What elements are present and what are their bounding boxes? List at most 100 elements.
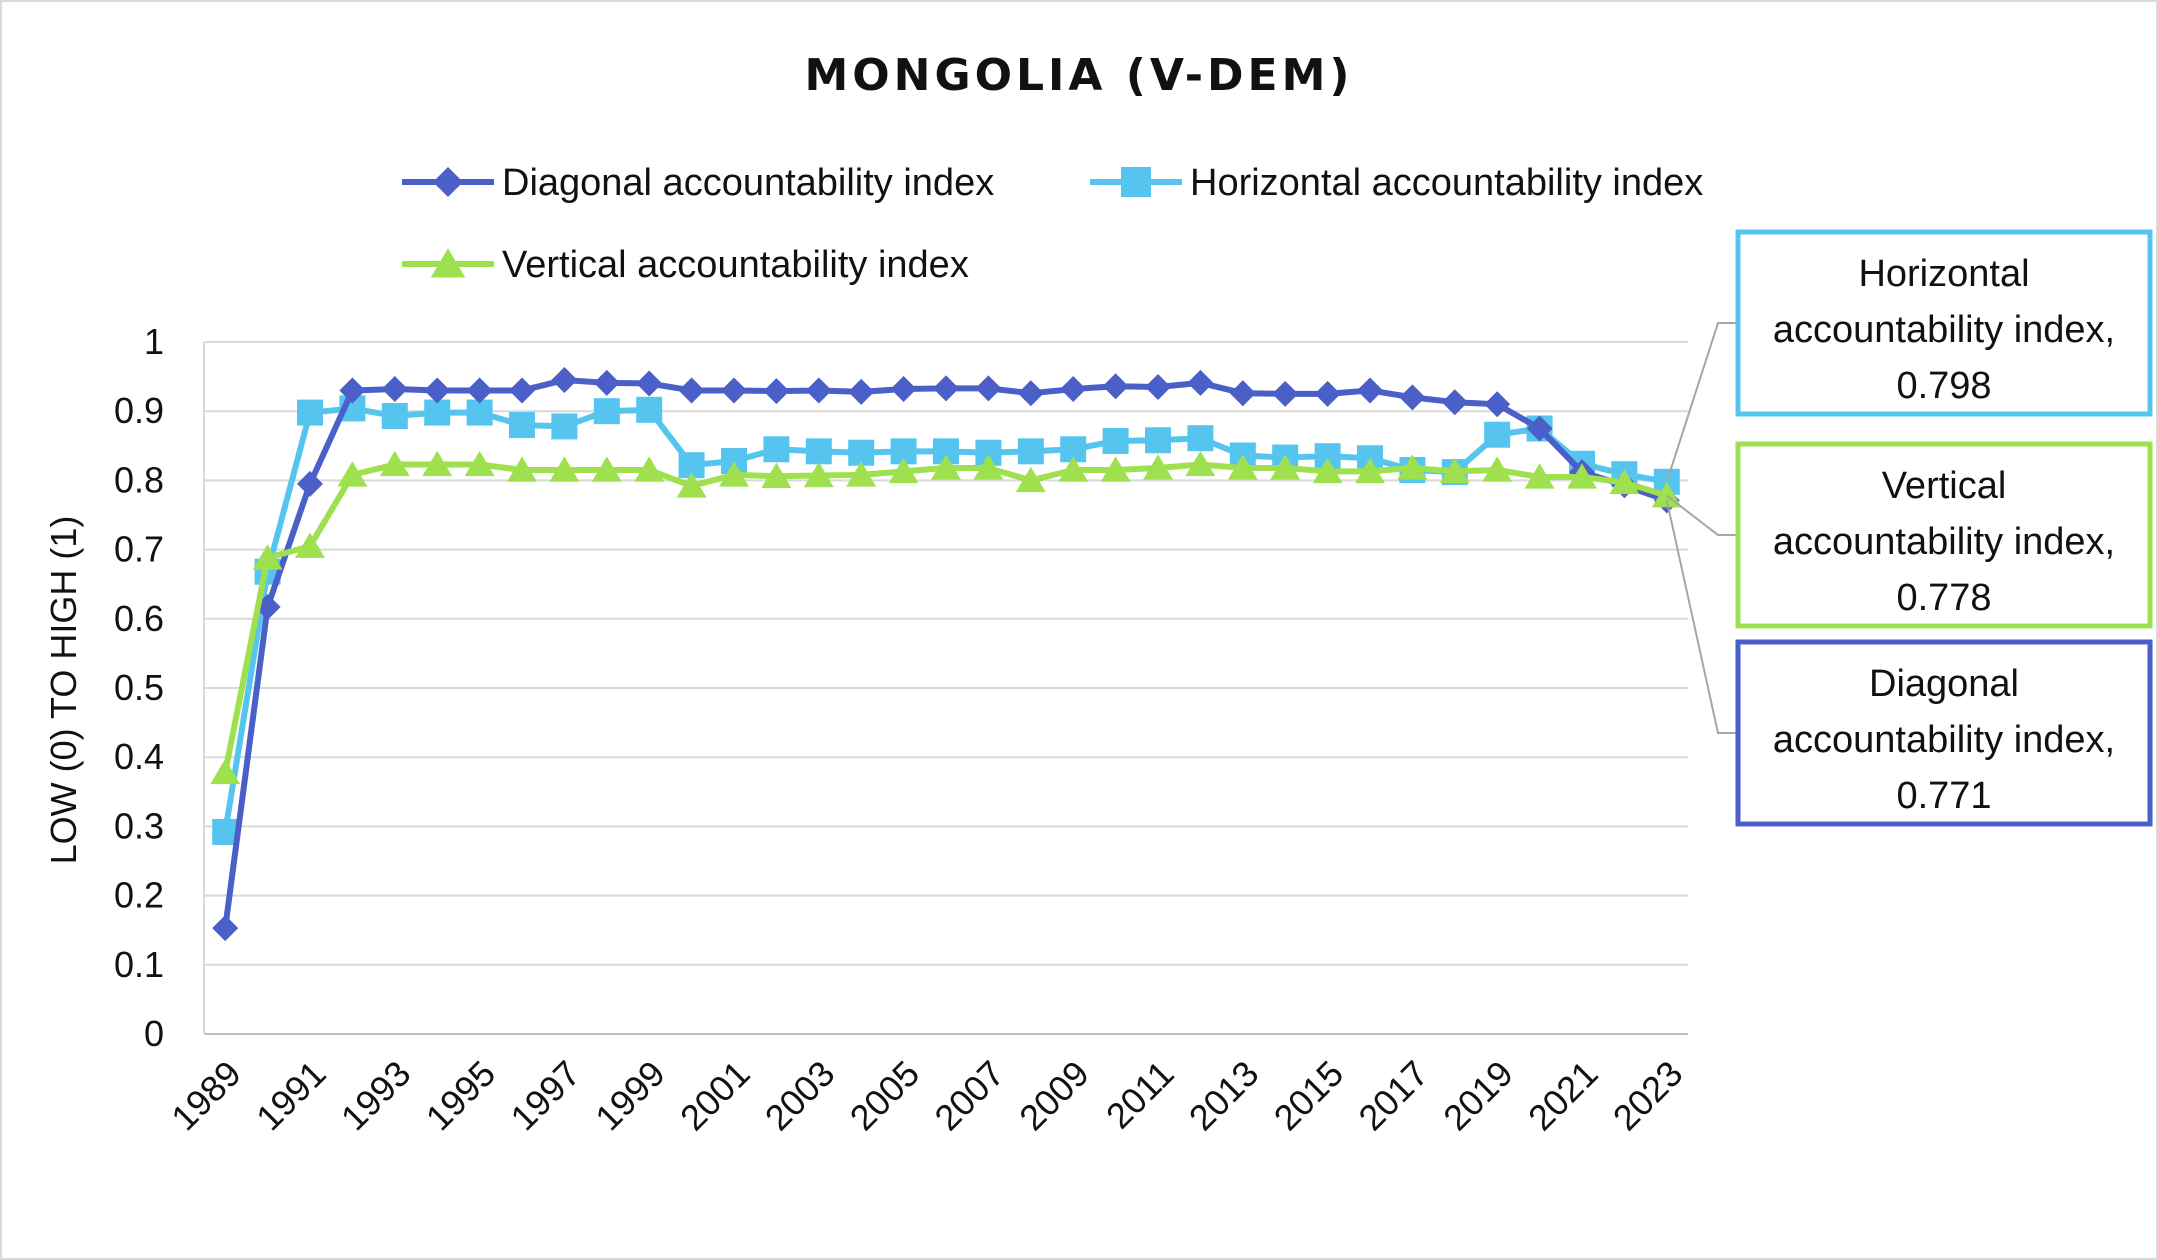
data-point: [1270, 454, 1301, 480]
callout-text: Horizontal: [1858, 253, 2029, 295]
callout-leader: [1665, 500, 1738, 734]
legend-marker: [1121, 167, 1151, 197]
callout-leader: [1666, 494, 1738, 536]
data-point: [721, 377, 747, 404]
callout-box: [1735, 441, 2153, 629]
legend-marker: [433, 167, 463, 197]
y-tick-label: 0.7: [114, 529, 164, 570]
data-point: [337, 461, 368, 487]
data-point: [379, 450, 410, 477]
data-point: [678, 377, 705, 404]
data-point: [1017, 438, 1044, 465]
callout-text: Diagonal: [1869, 663, 2019, 705]
data-point: [1439, 457, 1470, 484]
data-point: [1484, 421, 1511, 448]
data-point: [212, 915, 239, 942]
y-tick-label: 0.8: [114, 459, 164, 500]
legend-item: Vertical accountability index: [402, 244, 969, 286]
data-point: [422, 450, 453, 477]
legend: Diagonal accountability index Horizontal …: [402, 162, 1703, 286]
data-point: [636, 370, 663, 397]
callout: Vertical accountability index, 0.778: [1666, 441, 2153, 629]
data-point: [1145, 373, 1171, 400]
data-point: [975, 375, 1002, 402]
data-point: [1312, 457, 1343, 484]
data-point: [1187, 425, 1214, 452]
y-axis-label: LOW (0) TO HIGH (1): [43, 516, 84, 865]
y-tick-label: 1: [144, 321, 164, 362]
data-point: [1187, 369, 1214, 396]
data-point: [1229, 380, 1256, 407]
series-diamond: [212, 367, 1680, 942]
legend-label: Horizontal accountability index: [1190, 162, 1703, 204]
data-point: [593, 369, 620, 396]
data-point: [1397, 454, 1428, 480]
data-point: [549, 456, 580, 482]
data-point: [593, 398, 620, 425]
data-point: [295, 532, 325, 558]
data-point: [464, 450, 495, 477]
callout-text: 0.778: [1896, 577, 1991, 619]
data-point: [1526, 415, 1553, 442]
data-point: [1357, 377, 1383, 404]
y-tick-label: 0.1: [114, 944, 164, 985]
data-point: [1185, 450, 1216, 477]
data-point: [1058, 456, 1089, 482]
callout: Horizontal accountability index, 0.798: [1665, 229, 2153, 483]
data-point: [381, 376, 408, 403]
data-point: [1017, 380, 1044, 407]
data-point: [803, 461, 834, 488]
data-point: [1567, 463, 1597, 489]
data-point: [805, 438, 832, 465]
callouts: Horizontal accountability index, 0.798 Vert…: [1665, 229, 2153, 827]
callout: Diagonal accountability index, 0.771: [1665, 500, 2153, 827]
series-triangle: [210, 450, 1682, 785]
data-point: [719, 461, 749, 487]
legend-label: Vertical accountability index: [502, 244, 969, 286]
y-tick-label: 0.9: [114, 390, 164, 431]
legend-item: Horizontal accountability index: [1090, 162, 1703, 204]
data-point: [509, 377, 535, 404]
y-tick-label: 0.4: [114, 736, 164, 777]
callout-text: accountability index,: [1773, 309, 2115, 351]
data-point: [1143, 454, 1173, 480]
data-point: [763, 436, 790, 463]
y-ticks: 0 0.1 0.2 0.3 0.4 0.5 0.6 0.7 0.8 0.9 1: [114, 321, 164, 1054]
data-point: [1609, 468, 1640, 495]
series-layer: [210, 367, 1682, 942]
data-point: [381, 403, 408, 430]
callout-text: 0.771: [1896, 775, 1991, 817]
data-point: [466, 399, 493, 426]
data-point: [551, 367, 578, 394]
callout-text: accountability index,: [1773, 521, 2115, 563]
data-point: [297, 399, 323, 426]
y-tick-label: 0.2: [114, 875, 164, 916]
data-point: [1102, 373, 1129, 400]
data-point: [973, 454, 1004, 480]
data-point: [1314, 380, 1341, 407]
data-point: [846, 461, 877, 487]
callout-text: Vertical: [1882, 465, 2007, 507]
data-point: [1227, 454, 1258, 480]
data-point: [551, 413, 578, 440]
data-point: [591, 456, 622, 482]
data-point: [848, 378, 875, 405]
callout-text: accountability index,: [1773, 719, 2115, 761]
data-point: [507, 456, 537, 482]
data-point: [1482, 456, 1513, 482]
data-point: [761, 462, 792, 488]
data-point: [210, 758, 241, 785]
data-point: [1100, 456, 1131, 482]
data-point: [466, 377, 493, 404]
legend-label: Diagonal accountability index: [502, 162, 994, 204]
y-tick-label: 0.3: [114, 805, 164, 846]
callout-box: [1735, 639, 2153, 827]
data-point: [805, 377, 832, 404]
data-point: [297, 470, 323, 497]
data-point: [634, 456, 665, 482]
y-tick-label: 0: [144, 1013, 164, 1054]
data-point: [1145, 427, 1171, 454]
